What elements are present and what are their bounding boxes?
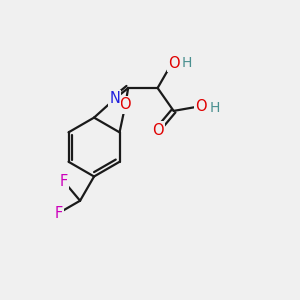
Text: N: N bbox=[110, 92, 120, 106]
Text: O: O bbox=[120, 98, 131, 112]
Text: O: O bbox=[195, 99, 207, 114]
Text: F: F bbox=[60, 174, 68, 189]
Text: F: F bbox=[54, 206, 62, 221]
Text: H: H bbox=[210, 101, 220, 115]
Text: O: O bbox=[168, 56, 180, 71]
Text: O: O bbox=[152, 123, 164, 138]
Text: H: H bbox=[182, 56, 192, 70]
